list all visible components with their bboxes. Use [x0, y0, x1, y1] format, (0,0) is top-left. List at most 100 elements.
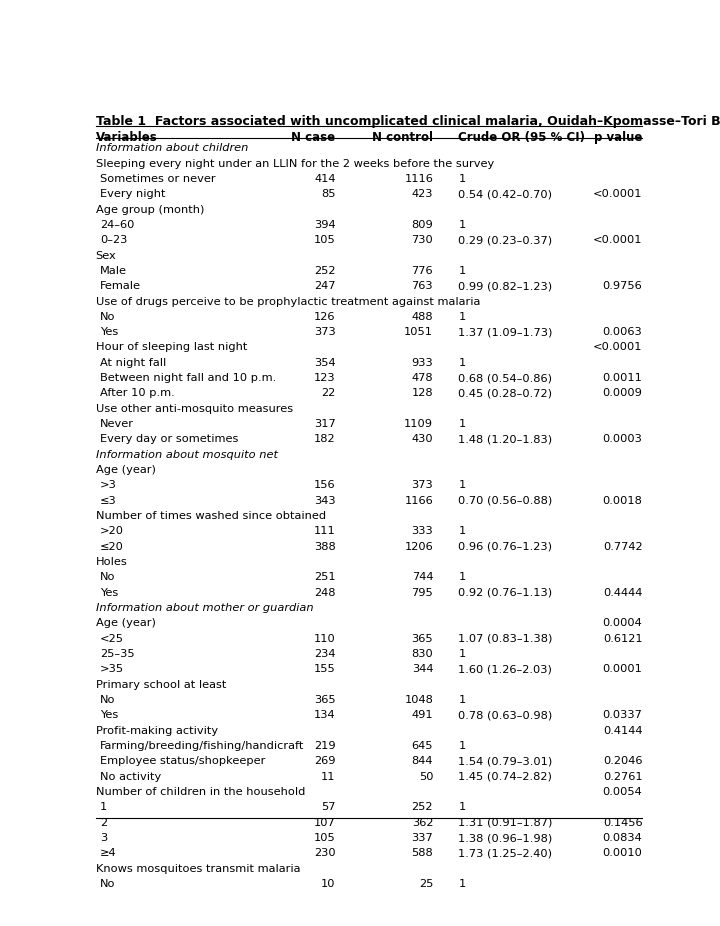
Text: Yes: Yes [100, 710, 118, 720]
Text: 2: 2 [100, 818, 107, 828]
Text: 0.0011: 0.0011 [603, 373, 642, 383]
Text: 1109: 1109 [404, 419, 433, 429]
Text: 11: 11 [321, 771, 336, 782]
Text: Age (year): Age (year) [96, 619, 156, 629]
Text: <0.0001: <0.0001 [593, 189, 642, 199]
Text: 1166: 1166 [405, 495, 433, 506]
Text: 111: 111 [314, 527, 336, 536]
Text: Farming/breeding/fishing/handicraft: Farming/breeding/fishing/handicraft [100, 741, 305, 751]
Text: Sex: Sex [96, 251, 117, 260]
Text: 230: 230 [314, 848, 336, 858]
Text: 1: 1 [459, 219, 466, 230]
Text: 1.73 (1.25–2.40): 1.73 (1.25–2.40) [459, 848, 552, 858]
Text: 1: 1 [459, 419, 466, 429]
Text: 1: 1 [459, 803, 466, 812]
Text: 488: 488 [412, 312, 433, 322]
Text: 343: 343 [314, 495, 336, 506]
Text: 1.48 (1.20–1.83): 1.48 (1.20–1.83) [459, 434, 552, 444]
Text: 1: 1 [459, 695, 466, 705]
Text: 1206: 1206 [405, 542, 433, 552]
Text: 414: 414 [314, 174, 336, 184]
Text: 795: 795 [411, 588, 433, 598]
Text: 1: 1 [459, 879, 466, 889]
Text: Information about children: Information about children [96, 144, 248, 153]
Text: 365: 365 [412, 633, 433, 644]
Text: 1.07 (0.83–1.38): 1.07 (0.83–1.38) [459, 633, 553, 644]
Text: 248: 248 [314, 588, 336, 598]
Text: 730: 730 [411, 235, 433, 245]
Text: After 10 p.m.: After 10 p.m. [100, 389, 175, 398]
Text: 107: 107 [314, 818, 336, 828]
Text: 24–60: 24–60 [100, 219, 135, 230]
Text: >35: >35 [100, 665, 124, 674]
Text: Yes: Yes [100, 588, 118, 598]
Text: At night fall: At night fall [100, 357, 166, 368]
Text: Number of times washed since obtained: Number of times washed since obtained [96, 511, 325, 521]
Text: 1.31 (0.91–1.87): 1.31 (0.91–1.87) [459, 818, 553, 828]
Text: 1.38 (0.96–1.98): 1.38 (0.96–1.98) [459, 833, 552, 843]
Text: 0.0018: 0.0018 [603, 495, 642, 506]
Text: 25: 25 [419, 879, 433, 889]
Text: Male: Male [100, 266, 127, 276]
Text: 1.37 (1.09–1.73): 1.37 (1.09–1.73) [459, 327, 553, 337]
Text: Never: Never [100, 419, 134, 429]
Text: 0.0010: 0.0010 [603, 848, 642, 858]
Text: 105: 105 [314, 235, 336, 245]
Text: 809: 809 [411, 219, 433, 230]
Text: 478: 478 [412, 373, 433, 383]
Text: Hour of sleeping last night: Hour of sleeping last night [96, 343, 247, 353]
Text: 3: 3 [100, 833, 107, 843]
Text: <25: <25 [100, 633, 124, 644]
Text: Every day or sometimes: Every day or sometimes [100, 434, 238, 444]
Text: Knows mosquitoes transmit malaria: Knows mosquitoes transmit malaria [96, 864, 300, 874]
Text: Yes: Yes [100, 327, 118, 337]
Text: 388: 388 [314, 542, 336, 552]
Text: 0.0337: 0.0337 [603, 710, 642, 720]
Text: <0.0001: <0.0001 [593, 343, 642, 353]
Text: 1: 1 [100, 803, 107, 812]
Text: p value: p value [594, 131, 642, 144]
Text: 0.0009: 0.0009 [603, 389, 642, 398]
Text: 0.99 (0.82–1.23): 0.99 (0.82–1.23) [459, 282, 552, 291]
Text: 588: 588 [411, 848, 433, 858]
Text: N control: N control [372, 131, 433, 144]
Text: 0.0004: 0.0004 [603, 619, 642, 629]
Text: >3: >3 [100, 481, 117, 491]
Text: 830: 830 [411, 649, 433, 659]
Text: 123: 123 [314, 373, 336, 383]
Text: Number of children in the household: Number of children in the household [96, 787, 305, 797]
Text: Variables: Variables [96, 131, 158, 144]
Text: 344: 344 [412, 665, 433, 674]
Text: 110: 110 [314, 633, 336, 644]
Text: 269: 269 [314, 757, 336, 767]
Text: 182: 182 [314, 434, 336, 444]
Text: 1: 1 [459, 527, 466, 536]
Text: 394: 394 [314, 219, 336, 230]
Text: ≤20: ≤20 [100, 542, 124, 552]
Text: Sleeping every night under an LLIN for the 2 weeks before the survey: Sleeping every night under an LLIN for t… [96, 158, 494, 169]
Text: 234: 234 [314, 649, 336, 659]
Text: 0.7742: 0.7742 [603, 542, 642, 552]
Text: 252: 252 [314, 266, 336, 276]
Text: 0.2046: 0.2046 [603, 757, 642, 767]
Text: 354: 354 [314, 357, 336, 368]
Text: Age group (month): Age group (month) [96, 205, 204, 215]
Text: 1: 1 [459, 572, 466, 582]
Text: Employee status/shopkeeper: Employee status/shopkeeper [100, 757, 266, 767]
Text: 0.29 (0.23–0.37): 0.29 (0.23–0.37) [459, 235, 552, 245]
Text: 0.78 (0.63–0.98): 0.78 (0.63–0.98) [459, 710, 552, 720]
Text: Female: Female [100, 282, 141, 291]
Text: 0.1456: 0.1456 [603, 818, 642, 828]
Text: 365: 365 [314, 695, 336, 705]
Text: 362: 362 [412, 818, 433, 828]
Text: Use other anti-mosquito measures: Use other anti-mosquito measures [96, 404, 293, 414]
Text: 1: 1 [459, 741, 466, 751]
Text: 247: 247 [314, 282, 336, 291]
Text: <0.0001: <0.0001 [593, 235, 642, 245]
Text: 155: 155 [314, 665, 336, 674]
Text: 1: 1 [459, 357, 466, 368]
Text: 491: 491 [412, 710, 433, 720]
Text: ≥4: ≥4 [100, 848, 117, 858]
Text: 1.60 (1.26–2.03): 1.60 (1.26–2.03) [459, 665, 552, 674]
Text: 0.92 (0.76–1.13): 0.92 (0.76–1.13) [459, 588, 552, 598]
